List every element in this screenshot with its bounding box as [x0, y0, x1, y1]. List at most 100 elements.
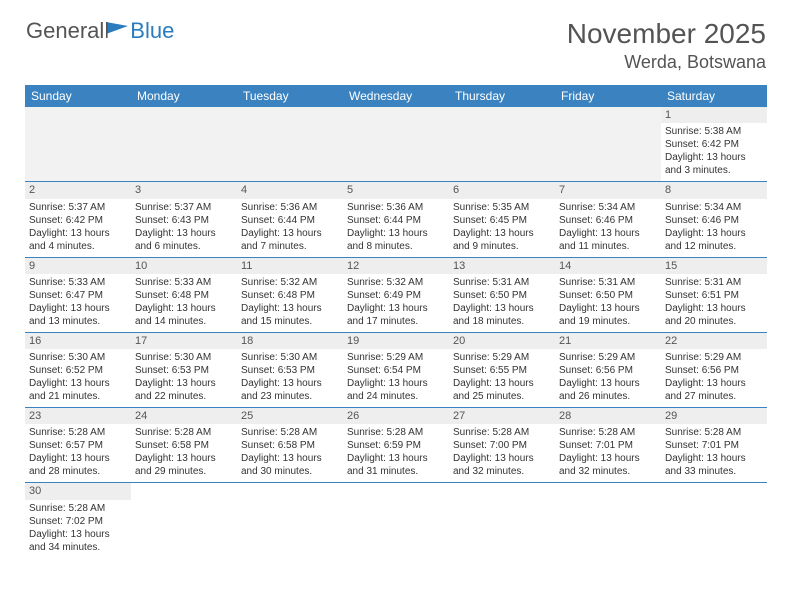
calendar-day-cell: 13Sunrise: 5:31 AMSunset: 6:50 PMDayligh… — [449, 257, 555, 332]
calendar-day-cell: 19Sunrise: 5:29 AMSunset: 6:54 PMDayligh… — [343, 332, 449, 407]
daylight-text: Daylight: 13 hours — [241, 377, 339, 390]
day-number: 22 — [661, 333, 767, 349]
sunrise-text: Sunrise: 5:30 AM — [135, 351, 233, 364]
day-number: 30 — [25, 483, 131, 499]
calendar-day-cell — [449, 483, 555, 558]
weekday-header: Saturday — [661, 85, 767, 107]
calendar-day-cell: 14Sunrise: 5:31 AMSunset: 6:50 PMDayligh… — [555, 257, 661, 332]
daylight-text: and 26 minutes. — [559, 390, 657, 403]
sunrise-text: Sunrise: 5:28 AM — [29, 502, 127, 515]
calendar-day-cell: 26Sunrise: 5:28 AMSunset: 6:59 PMDayligh… — [343, 408, 449, 483]
sunrise-text: Sunrise: 5:28 AM — [559, 426, 657, 439]
sunset-text: Sunset: 6:50 PM — [453, 289, 551, 302]
sunrise-text: Sunrise: 5:34 AM — [559, 201, 657, 214]
calendar-header-row: Sunday Monday Tuesday Wednesday Thursday… — [25, 85, 767, 107]
day-number: 4 — [237, 182, 343, 198]
calendar-day-cell: 24Sunrise: 5:28 AMSunset: 6:58 PMDayligh… — [131, 408, 237, 483]
sunrise-text: Sunrise: 5:32 AM — [241, 276, 339, 289]
calendar-day-cell: 3Sunrise: 5:37 AMSunset: 6:43 PMDaylight… — [131, 182, 237, 257]
calendar-day-cell: 21Sunrise: 5:29 AMSunset: 6:56 PMDayligh… — [555, 332, 661, 407]
header: General Blue November 2025 Werda, Botswa… — [0, 0, 792, 81]
daylight-text: and 12 minutes. — [665, 240, 763, 253]
location: Werda, Botswana — [567, 52, 766, 73]
daylight-text: Daylight: 13 hours — [29, 377, 127, 390]
daylight-text: Daylight: 13 hours — [347, 302, 445, 315]
sunset-text: Sunset: 6:45 PM — [453, 214, 551, 227]
calendar-week-row: 16Sunrise: 5:30 AMSunset: 6:52 PMDayligh… — [25, 332, 767, 407]
daylight-text: Daylight: 13 hours — [347, 227, 445, 240]
daylight-text: Daylight: 13 hours — [453, 302, 551, 315]
sunset-text: Sunset: 6:44 PM — [241, 214, 339, 227]
day-number: 14 — [555, 258, 661, 274]
calendar-week-row: 23 Sunrise: 5:28 AM Sunset: 6:57 PM Dayligh… — [25, 408, 767, 483]
calendar-day-cell — [343, 107, 449, 182]
sunset-text: Sunset: 6:46 PM — [665, 214, 763, 227]
daylight-text: and 29 minutes. — [135, 465, 233, 478]
daylight-text: Daylight: 13 hours — [135, 227, 233, 240]
sunrise-text: Sunrise: 5:30 AM — [29, 351, 127, 364]
sunset-text: Sunset: 6:43 PM — [135, 214, 233, 227]
daylight-text: Daylight: 13 hours — [135, 302, 233, 315]
calendar-day-cell: 2Sunrise: 5:37 AMSunset: 6:42 PMDaylight… — [25, 182, 131, 257]
daylight-text: and 9 minutes. — [453, 240, 551, 253]
day-number: 7 — [555, 182, 661, 198]
day-number: 18 — [237, 333, 343, 349]
sunset-text: Sunset: 6:44 PM — [347, 214, 445, 227]
daylight-text: Daylight: 13 hours — [559, 302, 657, 315]
calendar-day-cell — [449, 107, 555, 182]
daylight-text: and 25 minutes. — [453, 390, 551, 403]
daylight-text: Daylight: 13 hours — [241, 452, 339, 465]
calendar-day-cell: 10Sunrise: 5:33 AMSunset: 6:48 PMDayligh… — [131, 257, 237, 332]
day-number: 3 — [131, 182, 237, 198]
day-number: 11 — [237, 258, 343, 274]
calendar-day-cell: 28Sunrise: 5:28 AMSunset: 7:01 PMDayligh… — [555, 408, 661, 483]
daylight-text: and 11 minutes. — [559, 240, 657, 253]
calendar-day-cell: 11Sunrise: 5:32 AMSunset: 6:48 PMDayligh… — [237, 257, 343, 332]
daylight-text: and 32 minutes. — [453, 465, 551, 478]
sunrise-text: Sunrise: 5:28 AM — [241, 426, 339, 439]
title-block: November 2025 Werda, Botswana — [567, 18, 766, 73]
daylight-text: Daylight: 13 hours — [29, 227, 127, 240]
day-number: 19 — [343, 333, 449, 349]
calendar-day-cell: 6Sunrise: 5:35 AMSunset: 6:45 PMDaylight… — [449, 182, 555, 257]
calendar-day-cell: 30Sunrise: 5:28 AMSunset: 7:02 PMDayligh… — [25, 483, 131, 558]
sunset-text: Sunset: 6:46 PM — [559, 214, 657, 227]
day-number: 5 — [343, 182, 449, 198]
sunrise-text: Sunrise: 5:32 AM — [347, 276, 445, 289]
day-number: 16 — [25, 333, 131, 349]
calendar-week-row: 30Sunrise: 5:28 AMSunset: 7:02 PMDayligh… — [25, 483, 767, 558]
day-number: 26 — [343, 408, 449, 424]
calendar-day-cell: 23Sunrise: 5:28 AMSunset: 6:57 PMDayligh… — [25, 408, 131, 483]
weekday-header: Wednesday — [343, 85, 449, 107]
sunset-text: Sunset: 6:49 PM — [347, 289, 445, 302]
daylight-text: Daylight: 13 hours — [665, 377, 763, 390]
day-number: 13 — [449, 258, 555, 274]
sunrise-text: Sunrise: 5:37 AM — [29, 201, 127, 214]
sunrise-text: Sunrise: 5:33 AM — [29, 276, 127, 289]
day-number: 2 — [25, 182, 131, 198]
sunset-text: Sunset: 6:56 PM — [665, 364, 763, 377]
daylight-text: and 19 minutes. — [559, 315, 657, 328]
sunset-text: Sunset: 6:48 PM — [135, 289, 233, 302]
calendar-day-cell: 1Sunrise: 5:38 AMSunset: 6:42 PMDaylight… — [661, 107, 767, 182]
sunrise-text: Sunrise: 5:36 AM — [347, 201, 445, 214]
sunrise-text: Sunrise: 5:28 AM — [665, 426, 763, 439]
sunset-text: Sunset: 6:57 PM — [29, 439, 127, 452]
sunset-text: Sunset: 6:48 PM — [241, 289, 339, 302]
day-number: 10 — [131, 258, 237, 274]
daylight-text: and 4 minutes. — [29, 240, 127, 253]
weekday-header: Thursday — [449, 85, 555, 107]
sunset-text: Sunset: 6:42 PM — [665, 138, 763, 151]
sunrise-text: Sunrise: 5:28 AM — [453, 426, 551, 439]
calendar-day-cell — [131, 483, 237, 558]
day-number: 17 — [131, 333, 237, 349]
day-number: 24 — [131, 408, 237, 424]
day-number: 29 — [661, 408, 767, 424]
daylight-text: Daylight: 13 hours — [665, 452, 763, 465]
sunrise-text: Sunrise: 5:38 AM — [665, 125, 763, 138]
calendar-day-cell: 4Sunrise: 5:36 AMSunset: 6:44 PMDaylight… — [237, 182, 343, 257]
day-number: 23 — [25, 408, 131, 424]
daylight-text: Daylight: 13 hours — [135, 377, 233, 390]
sunset-text: Sunset: 7:01 PM — [665, 439, 763, 452]
weekday-header: Sunday — [25, 85, 131, 107]
